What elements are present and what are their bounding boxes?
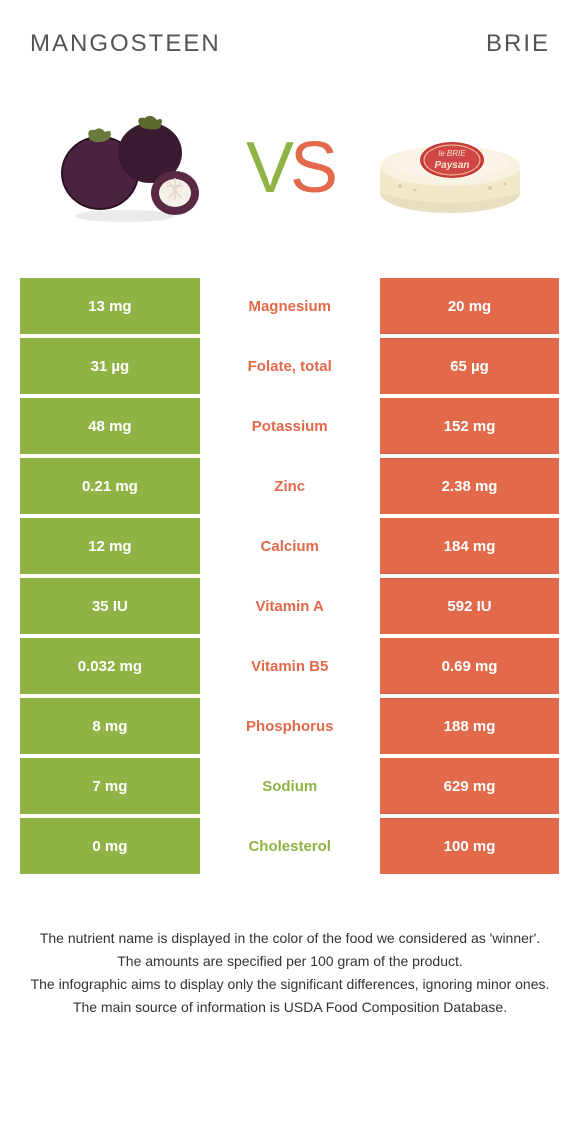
svg-text:Paysan: Paysan bbox=[434, 160, 469, 171]
table-row: 31 µgFolate, total65 µg bbox=[20, 338, 560, 394]
right-value-cell: 65 µg bbox=[380, 338, 560, 394]
footnote-line: The nutrient name is displayed in the co… bbox=[30, 928, 550, 949]
left-value-cell: 8 mg bbox=[20, 698, 200, 754]
brie-image: le BRIE Paysan bbox=[360, 88, 540, 248]
right-value-cell: 188 mg bbox=[380, 698, 560, 754]
right-value-cell: 152 mg bbox=[380, 398, 560, 454]
nutrient-label-cell: Sodium bbox=[200, 758, 380, 814]
nutrient-label-cell: Phosphorus bbox=[200, 698, 380, 754]
svg-text:le BRIE: le BRIE bbox=[438, 149, 466, 158]
nutrient-label-cell: Vitamin A bbox=[200, 578, 380, 634]
table-row: 8 mgPhosphorus188 mg bbox=[20, 698, 560, 754]
right-value-cell: 20 mg bbox=[380, 278, 560, 334]
images-row: VS le BRIE Paysan bbox=[20, 78, 560, 278]
right-value-cell: 629 mg bbox=[380, 758, 560, 814]
nutrient-label-cell: Potassium bbox=[200, 398, 380, 454]
left-value-cell: 12 mg bbox=[20, 518, 200, 574]
vs-v-letter: V bbox=[246, 128, 290, 208]
nutrient-label-cell: Magnesium bbox=[200, 278, 380, 334]
left-value-cell: 48 mg bbox=[20, 398, 200, 454]
footnote-line: The main source of information is USDA F… bbox=[30, 997, 550, 1018]
left-value-cell: 0 mg bbox=[20, 818, 200, 874]
left-value-cell: 35 IU bbox=[20, 578, 200, 634]
header-row: Mangosteen Brie bbox=[20, 30, 560, 78]
left-food-title: Mangosteen bbox=[30, 30, 221, 58]
right-value-cell: 100 mg bbox=[380, 818, 560, 874]
nutrient-label-cell: Cholesterol bbox=[200, 818, 380, 874]
left-value-cell: 7 mg bbox=[20, 758, 200, 814]
table-row: 48 mgPotassium152 mg bbox=[20, 398, 560, 454]
nutrient-label-cell: Calcium bbox=[200, 518, 380, 574]
table-row: 12 mgCalcium184 mg bbox=[20, 518, 560, 574]
right-value-cell: 2.38 mg bbox=[380, 458, 560, 514]
mangosteen-image bbox=[40, 88, 220, 248]
footnotes: The nutrient name is displayed in the co… bbox=[20, 878, 560, 1018]
footnote-line: The infographic aims to display only the… bbox=[30, 974, 550, 995]
right-value-cell: 184 mg bbox=[380, 518, 560, 574]
table-row: 0.032 mgVitamin B50.69 mg bbox=[20, 638, 560, 694]
vs-label: VS bbox=[246, 127, 334, 209]
nutrient-label-cell: Vitamin B5 bbox=[200, 638, 380, 694]
comparison-table: 13 mgMagnesium20 mg31 µgFolate, total65 … bbox=[20, 278, 560, 874]
left-value-cell: 13 mg bbox=[20, 278, 200, 334]
right-value-cell: 0.69 mg bbox=[380, 638, 560, 694]
left-value-cell: 0.032 mg bbox=[20, 638, 200, 694]
table-row: 0.21 mgZinc2.38 mg bbox=[20, 458, 560, 514]
right-value-cell: 592 IU bbox=[380, 578, 560, 634]
table-row: 35 IUVitamin A592 IU bbox=[20, 578, 560, 634]
nutrient-label-cell: Zinc bbox=[200, 458, 380, 514]
vs-s-letter: S bbox=[290, 128, 334, 208]
table-row: 0 mgCholesterol100 mg bbox=[20, 818, 560, 874]
nutrient-label-cell: Folate, total bbox=[200, 338, 380, 394]
left-value-cell: 0.21 mg bbox=[20, 458, 200, 514]
footnote-line: The amounts are specified per 100 gram o… bbox=[30, 951, 550, 972]
table-row: 7 mgSodium629 mg bbox=[20, 758, 560, 814]
table-row: 13 mgMagnesium20 mg bbox=[20, 278, 560, 334]
right-food-title: Brie bbox=[486, 30, 550, 58]
left-value-cell: 31 µg bbox=[20, 338, 200, 394]
